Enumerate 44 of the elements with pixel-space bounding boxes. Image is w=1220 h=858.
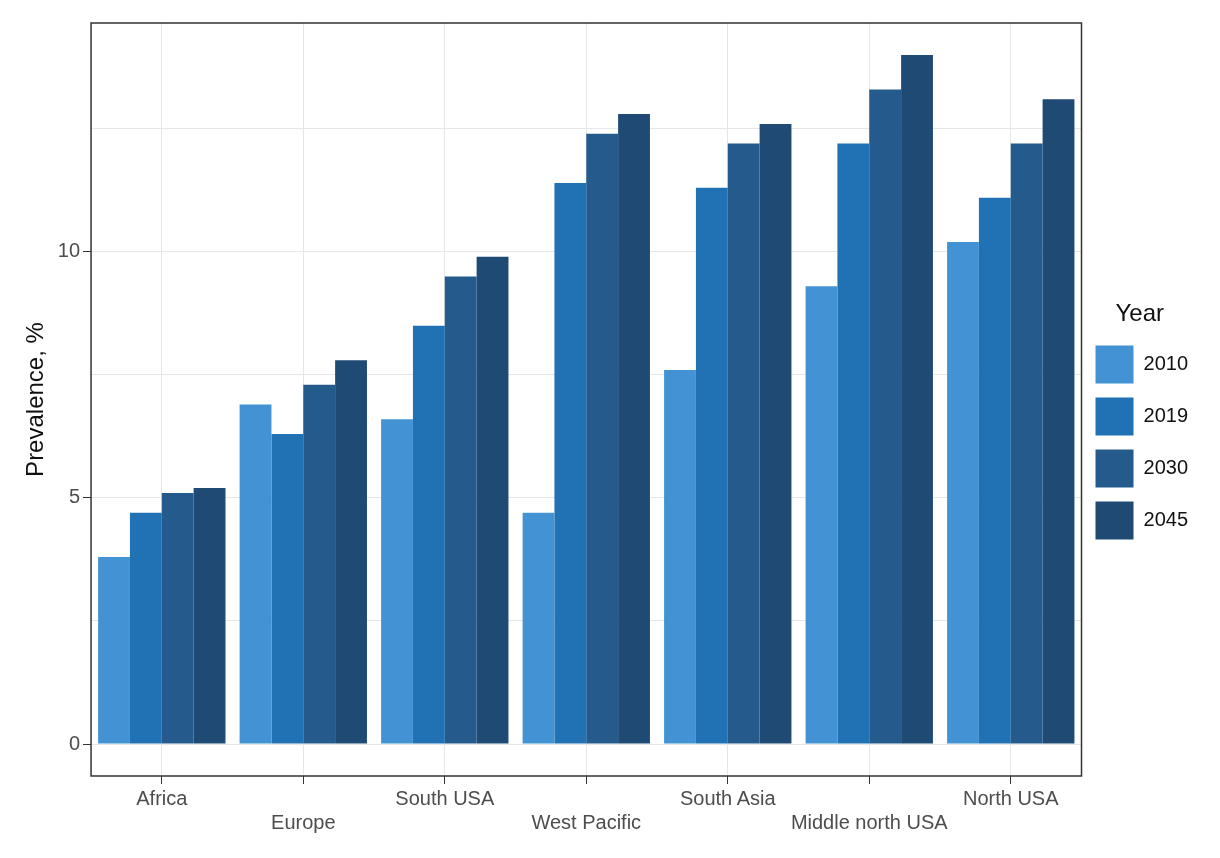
bar <box>586 133 619 744</box>
bar <box>239 404 272 744</box>
bar <box>805 286 838 744</box>
bar <box>98 556 130 744</box>
bar <box>1042 99 1075 744</box>
x-tick-label: South USA <box>395 786 495 809</box>
bar <box>695 187 728 744</box>
legend-label: 2030 <box>1143 455 1189 478</box>
legend-label: 2045 <box>1143 507 1189 530</box>
bar <box>664 369 696 744</box>
bar <box>129 512 162 744</box>
bar <box>193 488 226 744</box>
bar <box>522 512 555 744</box>
bar <box>161 493 194 744</box>
y-tick-label: 0 <box>68 731 81 754</box>
x-tick-label: Africa <box>136 786 189 809</box>
bar <box>727 143 760 744</box>
bar <box>303 384 336 744</box>
y-tick-label: 5 <box>68 485 81 508</box>
legend-title: Year <box>1115 299 1164 327</box>
bar <box>1010 143 1043 744</box>
y-axis-title: Prevalence, % <box>21 322 49 477</box>
x-tick-label: Europe <box>271 810 336 833</box>
legend-label: 2010 <box>1143 351 1189 374</box>
bar <box>335 360 367 744</box>
bar <box>947 242 979 744</box>
bar <box>901 54 933 744</box>
bar <box>978 197 1011 744</box>
bar <box>476 256 509 744</box>
bar <box>412 325 445 744</box>
bar <box>381 419 413 744</box>
x-tick-label: Middle north USA <box>790 810 949 833</box>
y-tick-label: 10 <box>57 239 81 262</box>
x-tick-label: North USA <box>962 786 1060 809</box>
x-tick-label: South Asia <box>679 786 777 809</box>
x-tick-label: West Pacific <box>531 810 642 833</box>
bar <box>759 123 792 744</box>
bar <box>869 89 902 744</box>
bar <box>837 143 870 744</box>
bar <box>554 182 587 744</box>
legend-label: 2019 <box>1143 403 1189 426</box>
bar <box>271 433 304 744</box>
bar <box>444 276 477 744</box>
bar <box>618 114 650 744</box>
